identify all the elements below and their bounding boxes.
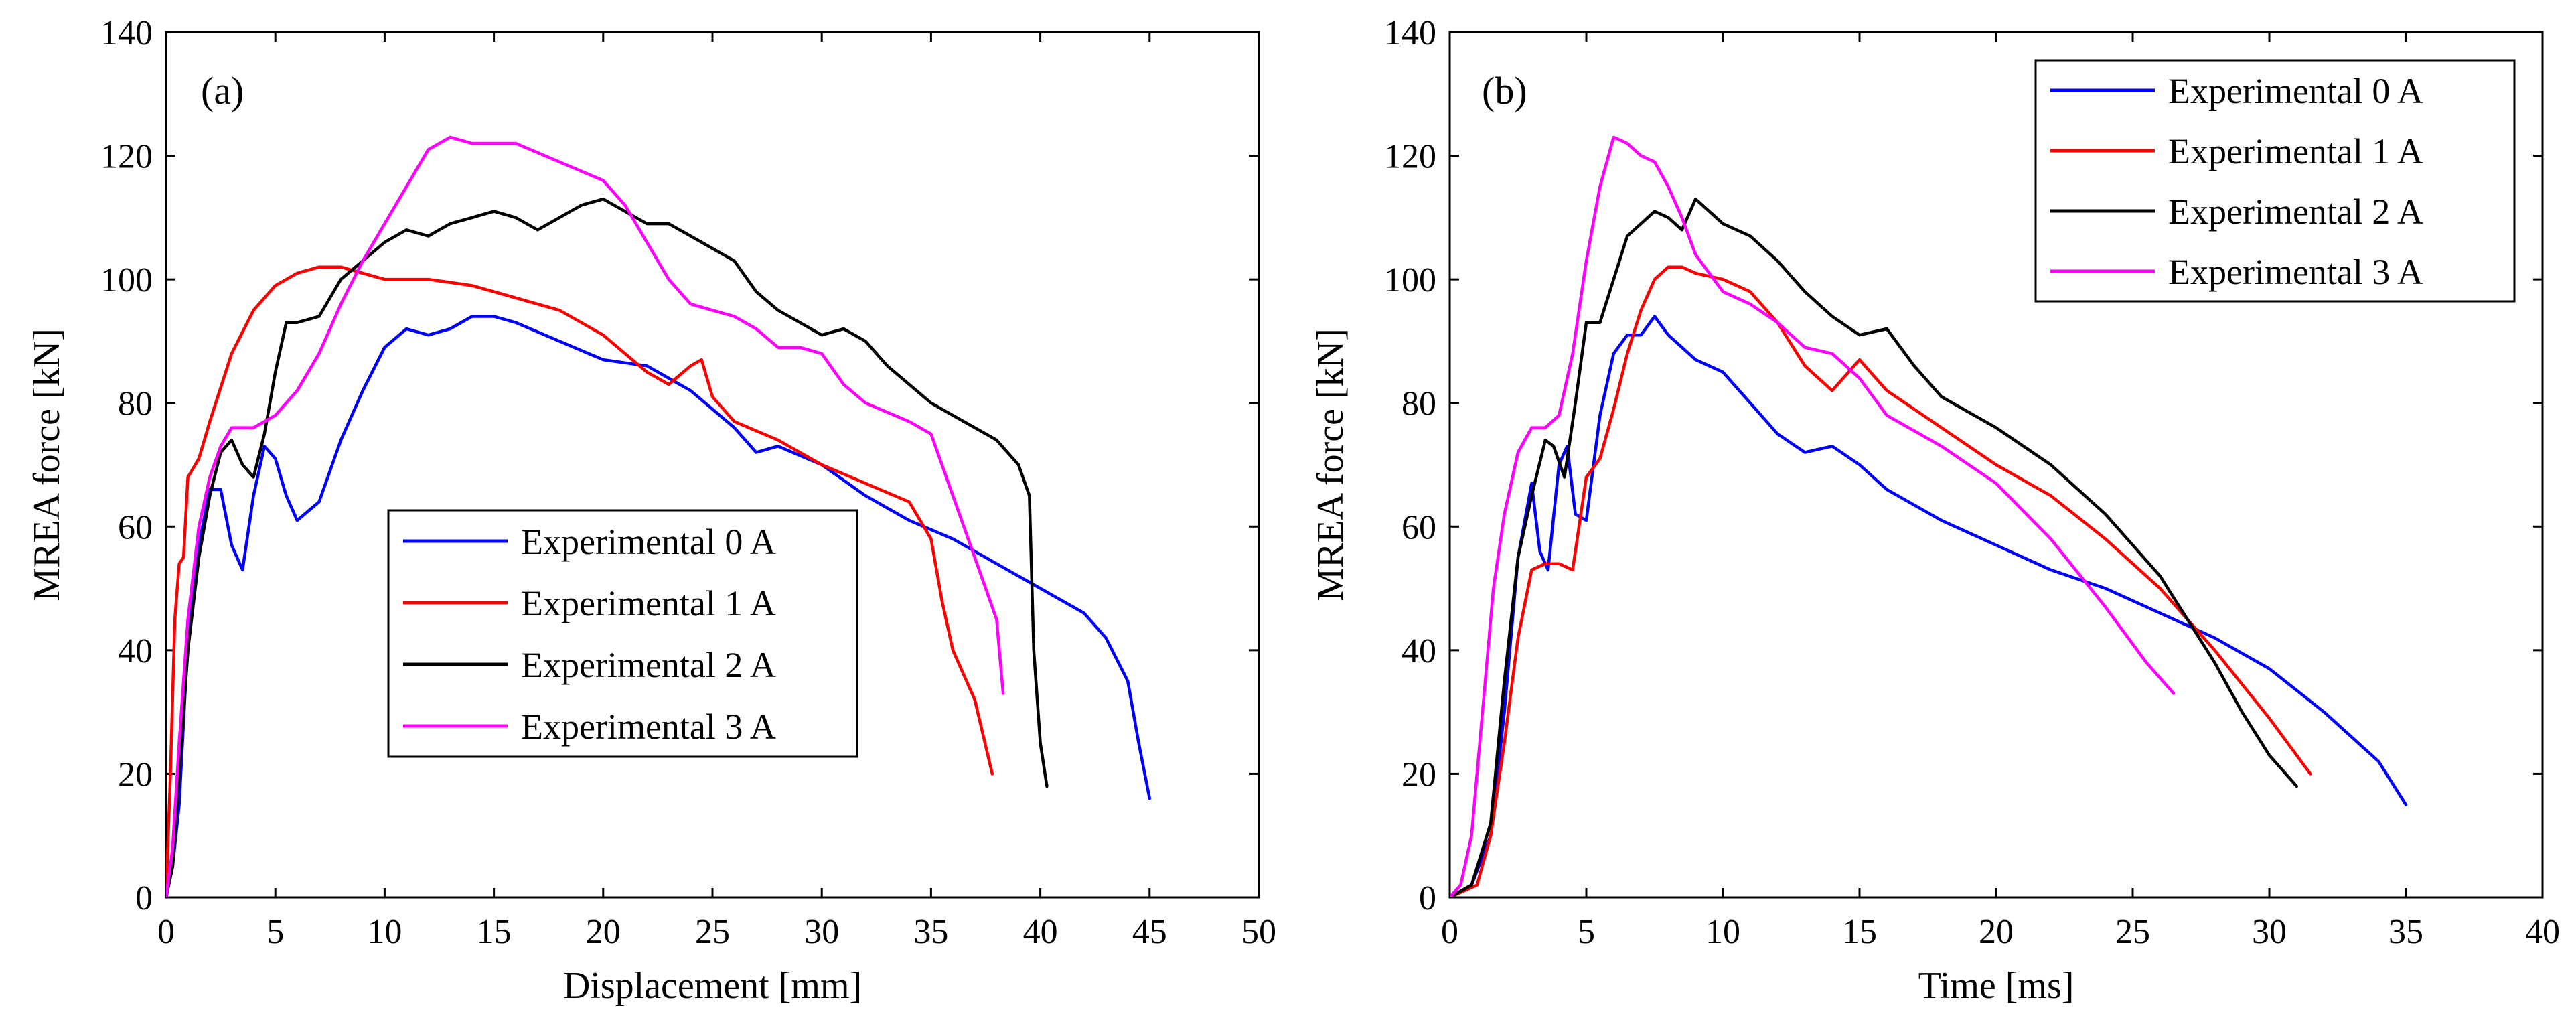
x-tick-label: 10 bbox=[1706, 913, 1740, 951]
y-tick-label: 20 bbox=[118, 755, 153, 794]
series-line-3a bbox=[166, 135, 1005, 897]
legend-entry-label: Experimental 2 A bbox=[2168, 192, 2423, 232]
x-tick-label: 0 bbox=[157, 913, 175, 951]
series-line-1a bbox=[166, 265, 994, 897]
y-tick-label: 0 bbox=[135, 879, 153, 917]
y-tick-label: 140 bbox=[100, 14, 153, 52]
panel-label: (b) bbox=[1482, 69, 1527, 113]
x-tick-label: 15 bbox=[477, 913, 512, 951]
legend: Experimental 0 A Experimental 1 A Experime… bbox=[2034, 59, 2516, 303]
y-tick-label: 60 bbox=[1401, 508, 1436, 546]
x-tick-label: 25 bbox=[695, 913, 730, 951]
x-tick-label: 10 bbox=[367, 913, 402, 951]
y-tick-label: 0 bbox=[1419, 879, 1436, 917]
y-tick-label: 80 bbox=[118, 385, 153, 423]
legend-box bbox=[2034, 59, 2516, 303]
x-tick-label: 50 bbox=[1241, 913, 1276, 951]
y-tick-label: 100 bbox=[100, 261, 153, 299]
y-tick-label: 140 bbox=[1384, 14, 1436, 52]
x-tick-label: 30 bbox=[804, 913, 839, 951]
series-group bbox=[1450, 135, 2408, 897]
legend-entry-label: Experimental 0 A bbox=[521, 522, 776, 562]
series-line-2a bbox=[1450, 197, 2299, 897]
legend-entry-label: Experimental 1 A bbox=[521, 583, 776, 623]
y-axis-label: MREA force [kN] bbox=[26, 328, 68, 601]
panel-a-chart: 0 5 10 15 20 25 30 35 40 45 50 0 20 40 60 80 100 120 140 Di… bbox=[26, 14, 1276, 1007]
legend-entry-label: Experimental 2 A bbox=[521, 645, 776, 685]
x-tick-label: 5 bbox=[267, 913, 284, 951]
series-line-3a bbox=[1450, 135, 2176, 897]
legend-entry-label: Experimental 0 A bbox=[2168, 71, 2423, 111]
y-tick-label: 40 bbox=[118, 632, 153, 670]
x-tick-label: 20 bbox=[1979, 913, 2014, 951]
series-line-1a bbox=[1450, 265, 2312, 897]
x-tick-label: 40 bbox=[1023, 913, 1058, 951]
series-group bbox=[166, 135, 1152, 897]
y-axis-label: MREA force [kN] bbox=[1310, 328, 1351, 601]
series-line-0a bbox=[1450, 315, 2408, 897]
y-tick-label: 120 bbox=[100, 138, 153, 176]
y-tick-label: 80 bbox=[1401, 385, 1436, 423]
panel-label: (a) bbox=[201, 69, 244, 113]
legend-entry-label: Experimental 1 A bbox=[2168, 131, 2423, 171]
y-tick-label: 100 bbox=[1384, 261, 1436, 299]
panel-b-chart: 0 5 10 15 20 25 30 35 40 0 20 40 60 80 100 120 140 Time [… bbox=[1310, 14, 2560, 1007]
legend: Experimental 0 A Experimental 1 A Experime… bbox=[387, 509, 858, 758]
y-tick-label: 20 bbox=[1401, 755, 1436, 794]
x-tick-label: 0 bbox=[1441, 913, 1458, 951]
x-tick-label: 25 bbox=[2115, 913, 2150, 951]
plot-frame bbox=[165, 31, 1260, 899]
legend-entry-label: Experimental 3 A bbox=[521, 707, 776, 747]
x-tick-label: 35 bbox=[913, 913, 948, 951]
x-tick-label: 40 bbox=[2525, 913, 2560, 951]
x-axis-label: Displacement [mm] bbox=[563, 965, 862, 1007]
x-tick-label: 45 bbox=[1132, 913, 1167, 951]
y-tick-label: 120 bbox=[1384, 138, 1436, 176]
legend-entry-label: Experimental 3 A bbox=[2168, 252, 2423, 292]
x-tick-label: 5 bbox=[1578, 913, 1595, 951]
series-line-2a bbox=[166, 197, 1049, 897]
x-tick-label: 15 bbox=[1842, 913, 1877, 951]
x-axis-label: Time [ms] bbox=[1918, 965, 2074, 1007]
y-tick-label: 60 bbox=[118, 508, 153, 546]
x-tick-label: 35 bbox=[2389, 913, 2423, 951]
legend-box bbox=[387, 509, 858, 758]
x-tick-label: 30 bbox=[2252, 913, 2287, 951]
series-line-0a bbox=[166, 315, 1152, 897]
y-tick-label: 40 bbox=[1401, 632, 1436, 670]
x-tick-label: 20 bbox=[586, 913, 621, 951]
